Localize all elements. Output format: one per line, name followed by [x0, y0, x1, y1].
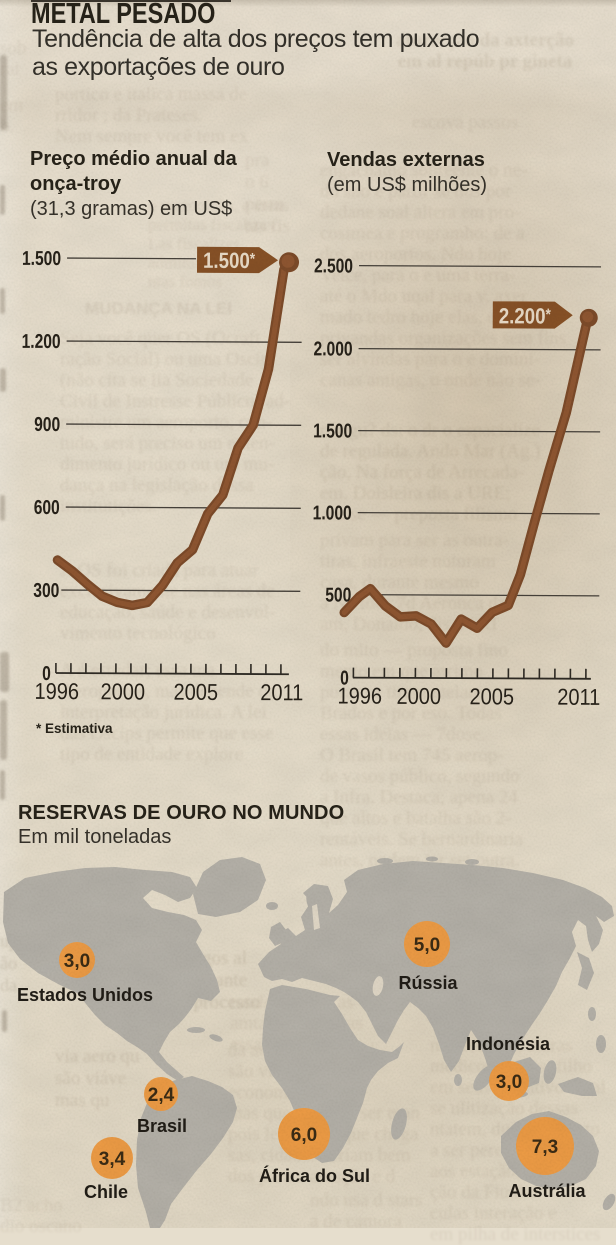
svg-text:Chile: Chile	[84, 1182, 128, 1202]
svg-text:1.500*: 1.500*	[203, 249, 255, 273]
svg-text:Indonésia: Indonésia	[466, 1034, 551, 1054]
svg-text:3,4: 3,4	[99, 1149, 126, 1170]
svg-text:2.500: 2.500	[314, 255, 353, 278]
svg-text:5,0: 5,0	[414, 935, 440, 956]
svg-text:2011: 2011	[557, 683, 600, 710]
svg-text:900: 900	[34, 413, 60, 435]
svg-text:Estados Unidos: Estados Unidos	[17, 985, 153, 1005]
svg-text:2,4: 2,4	[148, 1085, 175, 1106]
svg-text:600: 600	[34, 496, 60, 518]
svg-text:2005: 2005	[469, 683, 514, 710]
svg-text:6,0: 6,0	[291, 1125, 317, 1146]
svg-text:1996: 1996	[337, 682, 382, 709]
svg-text:2000: 2000	[100, 678, 145, 705]
svg-text:2.200*: 2.200*	[499, 305, 551, 329]
svg-text:300: 300	[33, 579, 59, 601]
svg-text:Austrália: Austrália	[508, 1181, 586, 1201]
svg-text:7,3: 7,3	[532, 1137, 558, 1158]
svg-text:2005: 2005	[173, 678, 218, 705]
svg-text:1.500: 1.500	[22, 247, 61, 270]
svg-text:África do Sul: África do Sul	[259, 1165, 370, 1186]
svg-text:Rússia: Rússia	[398, 973, 458, 993]
svg-text:1.200: 1.200	[22, 330, 61, 353]
svg-text:2000: 2000	[396, 682, 441, 709]
svg-text:3,0: 3,0	[64, 951, 90, 972]
svg-text:1996: 1996	[34, 678, 79, 705]
svg-text:3,0: 3,0	[496, 1072, 522, 1093]
svg-text:2011: 2011	[260, 679, 303, 706]
svg-text:Brasil: Brasil	[137, 1116, 187, 1136]
svg-text:1.500: 1.500	[313, 420, 352, 443]
svg-text:1.000: 1.000	[313, 502, 352, 525]
svg-text:2.000: 2.000	[314, 338, 353, 361]
